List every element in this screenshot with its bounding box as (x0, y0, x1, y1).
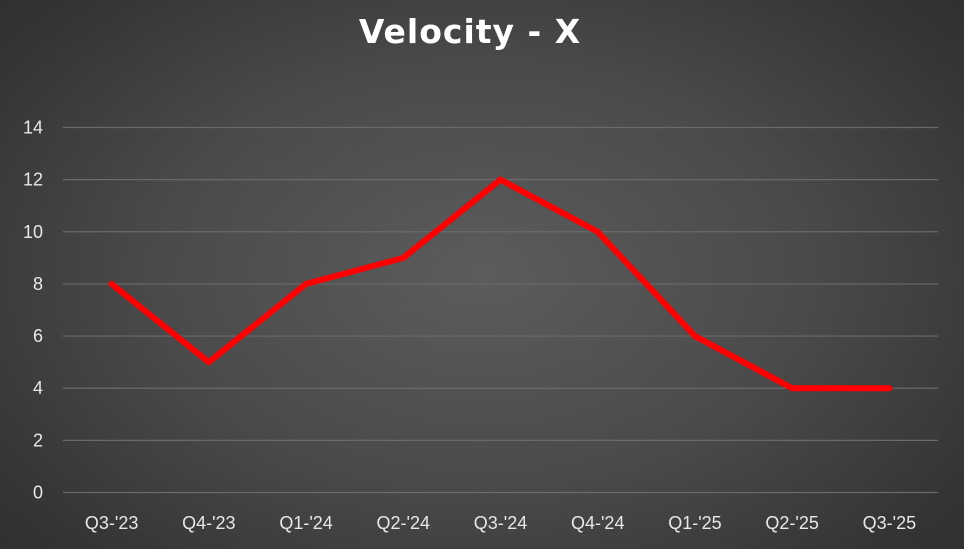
y-tick-label: 2 (33, 430, 43, 450)
data-point (691, 333, 698, 340)
x-tick-label: Q4-'23 (182, 513, 235, 533)
y-tick-label: 4 (33, 378, 43, 398)
y-tick-label: 14 (23, 118, 43, 138)
x-tick-label: Q3-'23 (85, 513, 138, 533)
x-tick-label: Q3-'24 (474, 513, 527, 533)
data-point (108, 280, 115, 287)
y-tick-label: 12 (23, 170, 43, 190)
data-point (594, 228, 601, 235)
x-tick-label: Q4-'24 (571, 513, 624, 533)
chart-title: Velocity - X (358, 12, 582, 51)
data-point (497, 176, 504, 183)
data-point (789, 385, 796, 392)
data-point (205, 359, 212, 366)
y-tick-label: 10 (23, 222, 43, 242)
x-tick-label: Q2-'24 (377, 513, 430, 533)
x-tick-label: Q1-'25 (668, 513, 721, 533)
x-tick-label: Q1-'24 (279, 513, 332, 533)
y-axis-ticks: 0 2 4 6 8 10 12 14 (23, 118, 43, 503)
x-tick-label: Q3-'25 (863, 513, 916, 533)
y-tick-label: 8 (33, 274, 43, 294)
data-point (886, 385, 893, 392)
series-layer (108, 176, 893, 392)
x-axis-ticks: Q3-'23 Q4-'23 Q1-'24 Q2-'24 Q3-'24 Q4-'24 Q1-'… (85, 513, 916, 533)
gridlines (63, 126, 938, 494)
data-point (400, 254, 407, 261)
y-tick-label: 0 (33, 483, 43, 503)
data-point (303, 280, 310, 287)
x-tick-label: Q2-'25 (765, 513, 818, 533)
y-tick-label: 6 (33, 326, 43, 346)
